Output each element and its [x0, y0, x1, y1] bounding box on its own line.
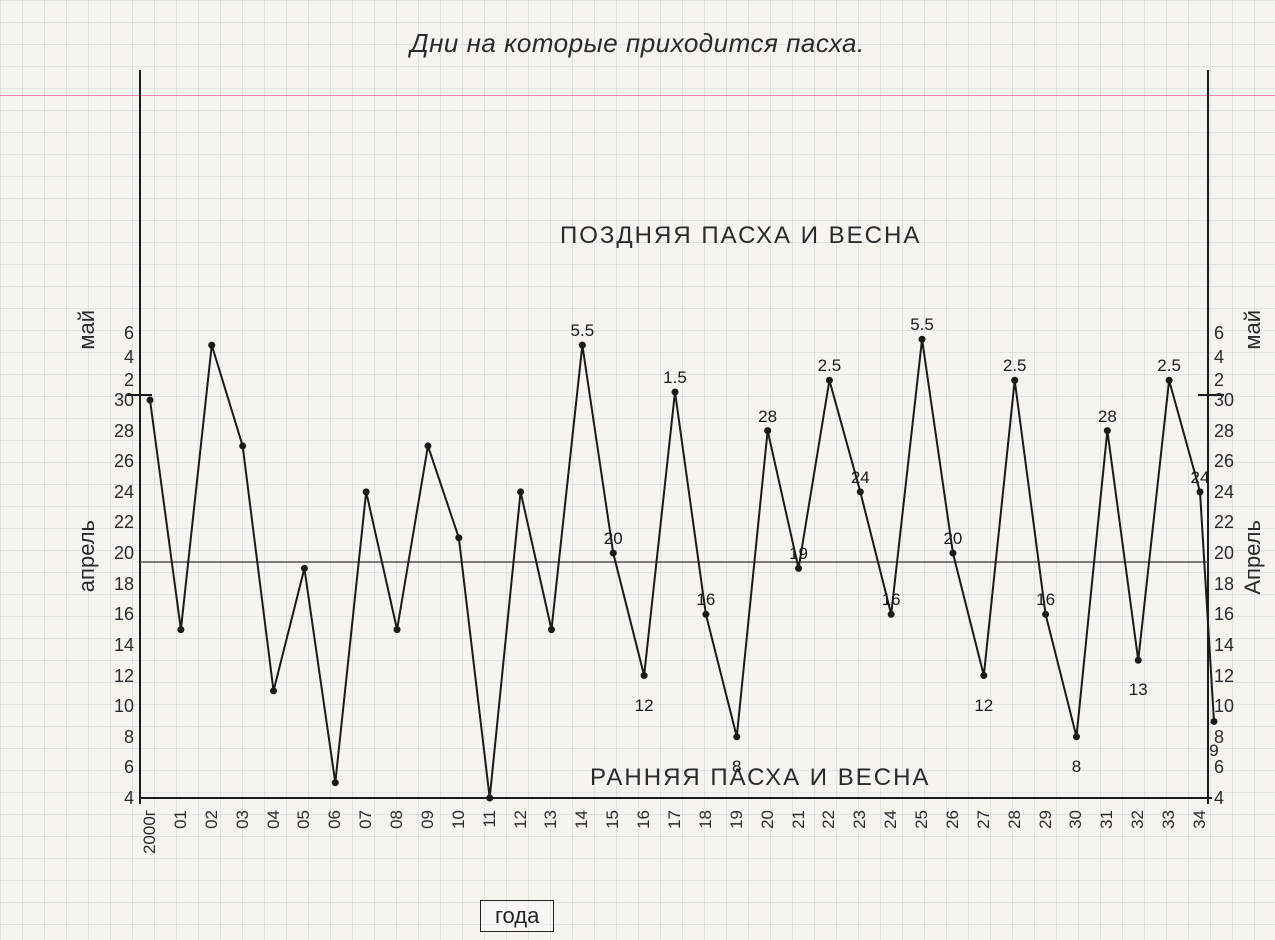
point-label: 8	[732, 757, 741, 777]
y-tick: 24	[114, 482, 134, 503]
y-tick: 4	[124, 788, 134, 809]
x-tick: 22	[819, 810, 839, 829]
x-tick: 09	[418, 810, 438, 829]
x-tick: 01	[171, 810, 191, 829]
y-tick: 14	[1214, 635, 1234, 656]
chart-svg	[0, 0, 1275, 940]
x-tick: 28	[1005, 810, 1025, 829]
y-tick: 10	[1214, 696, 1234, 717]
point-label: 2.5	[1157, 356, 1181, 376]
y-tick: 18	[114, 574, 134, 595]
y-tick: 12	[1214, 666, 1234, 687]
y-tick: 4	[1214, 788, 1224, 809]
y-tick: 10	[114, 696, 134, 717]
point-label: 28	[1098, 407, 1117, 427]
x-tick: 27	[974, 810, 994, 829]
point-label: 13	[1129, 680, 1148, 700]
y-tick: 26	[1214, 451, 1234, 472]
y-tick: 2	[124, 370, 134, 391]
x-tick: 03	[233, 810, 253, 829]
point-label: 28	[758, 407, 777, 427]
x-tick: 23	[850, 810, 870, 829]
point-label: 16	[696, 590, 715, 610]
x-tick: 20	[758, 810, 778, 829]
x-tick: 2000г	[140, 810, 160, 854]
y-tick: 6	[1214, 323, 1224, 344]
x-tick: 11	[480, 810, 500, 828]
x-tick: 14	[572, 810, 592, 829]
point-label: 24	[1191, 468, 1210, 488]
y-tick: 16	[114, 604, 134, 625]
x-tick: 34	[1190, 810, 1210, 829]
x-tick: 04	[264, 810, 284, 829]
point-label: 16	[882, 590, 901, 610]
y-tick: 24	[1214, 482, 1234, 503]
point-label: 8	[1072, 757, 1081, 777]
x-tick: 32	[1128, 810, 1148, 829]
point-label: 19	[789, 544, 808, 564]
y-tick: 20	[114, 543, 134, 564]
x-tick: 05	[294, 810, 314, 829]
x-tick: 33	[1159, 810, 1179, 829]
y-tick: 12	[114, 666, 134, 687]
y-tick: 28	[114, 421, 134, 442]
y-tick: 22	[114, 512, 134, 533]
point-label: 24	[851, 468, 870, 488]
point-label: 5.5	[910, 315, 934, 335]
x-tick: 08	[387, 810, 407, 829]
x-tick: 06	[325, 810, 345, 829]
y-tick: 6	[124, 323, 134, 344]
x-tick: 07	[356, 810, 376, 829]
x-tick: 31	[1097, 810, 1117, 829]
y-tick: 4	[1214, 347, 1224, 368]
point-label: 12	[974, 696, 993, 716]
point-label: 9	[1209, 741, 1218, 761]
x-tick: 02	[202, 810, 222, 829]
y-tick: 8	[124, 727, 134, 748]
point-label: 2.5	[1003, 356, 1027, 376]
y-tick: 4	[124, 347, 134, 368]
y-tick: 28	[1214, 421, 1234, 442]
x-tick: 17	[665, 810, 685, 829]
x-tick: 30	[1066, 810, 1086, 829]
y-tick: 26	[114, 451, 134, 472]
x-tick: 21	[789, 810, 809, 829]
point-label: 20	[943, 529, 962, 549]
x-tick: 18	[696, 810, 716, 829]
x-tick: 15	[603, 810, 623, 829]
y-tick: 22	[1214, 512, 1234, 533]
x-tick: 26	[943, 810, 963, 829]
point-label: 20	[604, 529, 623, 549]
y-tick: 16	[1214, 604, 1234, 625]
point-label: 16	[1036, 590, 1055, 610]
x-tick: 29	[1036, 810, 1056, 829]
y-tick: 2	[1214, 370, 1224, 391]
x-tick: 25	[912, 810, 932, 829]
point-label: 5.5	[571, 321, 595, 341]
y-tick: 18	[1214, 574, 1234, 595]
x-tick: 12	[511, 810, 531, 829]
point-label: 1.5	[663, 368, 687, 388]
x-tick: 16	[634, 810, 654, 829]
y-tick: 6	[124, 757, 134, 778]
y-tick: 30	[114, 390, 134, 411]
x-tick: 10	[449, 810, 469, 829]
x-tick: 13	[541, 810, 561, 829]
y-tick: 20	[1214, 543, 1234, 564]
y-tick: 14	[114, 635, 134, 656]
y-tick: 30	[1214, 390, 1234, 411]
point-label: 2.5	[818, 356, 842, 376]
x-tick: 19	[727, 810, 747, 829]
x-tick: 24	[881, 810, 901, 829]
point-label: 12	[635, 696, 654, 716]
